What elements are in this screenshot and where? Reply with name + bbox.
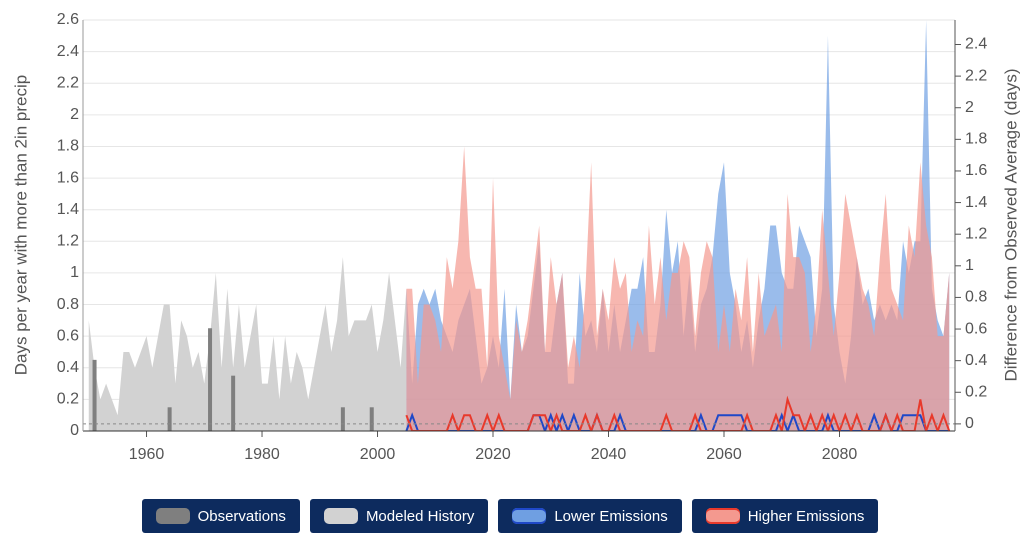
y-axis-label: Days per year with more than 2in precip [11,75,30,375]
y-tick-label: 0.6 [57,327,79,344]
y2-tick-label: 1.6 [965,162,987,179]
y2-axis-label: Difference from Observed Average (days) [1001,68,1020,381]
observation-bar [208,328,213,431]
legend-swatch [512,508,547,524]
y2-tick-label: 1.8 [965,131,987,148]
legend-button[interactable]: Lower Emissions [498,499,682,533]
legend-label: Modeled History [365,507,475,525]
median-line [405,395,951,431]
x-tick-label: 2080 [822,446,858,463]
y-tick-label: 0 [70,422,79,439]
y-tick-label: 1.4 [57,201,79,218]
legend-label: Higher Emissions [747,507,865,525]
y-tick-label: 2 [70,106,79,123]
y-tick-label: 1.2 [57,233,79,250]
y2-tick-label: 0 [965,415,974,432]
y2-tick-label: 0.6 [965,320,987,337]
legend-button[interactable]: Observations [141,499,300,533]
legend-swatch [155,508,190,524]
y2-tick-label: 1.2 [965,225,987,242]
y2-tick-label: 0.4 [965,352,987,369]
x-tick-label: 2000 [360,446,396,463]
y-tick-label: 0.2 [57,391,79,408]
legend-button[interactable]: Higher Emissions [691,499,879,533]
y-tick-label: 0.8 [57,296,79,313]
chart: Days per year with more than 2in precip … [11,11,1020,463]
x-tick-label: 1980 [244,446,280,463]
observation-bar [369,407,374,431]
y2-tick-label: 1 [965,257,974,274]
legend: Observations Modeled History Lower Emissio… [0,499,1020,533]
y2-tick-label: 2.2 [965,67,987,84]
legend-label: Observations [197,507,286,525]
legend-label: Lower Emissions [554,507,668,525]
legend-swatch [323,508,358,524]
x-tick-label: 2020 [475,446,511,463]
x-tick-label: 2040 [591,446,627,463]
x-tick-label: 2060 [706,446,742,463]
y-tick-label: 1.6 [57,169,79,186]
area [88,257,407,431]
y2-tick-label: 0.8 [965,289,987,306]
plot [88,20,951,431]
y2-tick-label: 2 [965,99,974,116]
y2-tick-label: 2.4 [965,36,987,53]
observation-bar [340,407,345,431]
y-tick-label: 2.4 [57,43,79,60]
y2-tick-label: 0.2 [965,383,987,400]
area [406,146,950,431]
x-tick-label: 1960 [129,446,165,463]
y-tick-label: 1 [70,264,79,281]
y2-tick-label: 1.4 [965,194,987,211]
observation-bar [231,375,236,431]
y-tick-label: 2.6 [57,11,79,28]
y-tick-label: 2.2 [57,74,79,91]
observation-bar [92,359,97,431]
y-tick-label: 1.8 [57,138,79,155]
observation-bar [167,407,172,431]
legend-swatch [705,508,740,524]
legend-button[interactable]: Modeled History [309,499,489,533]
y-tick-label: 0.4 [57,359,79,376]
